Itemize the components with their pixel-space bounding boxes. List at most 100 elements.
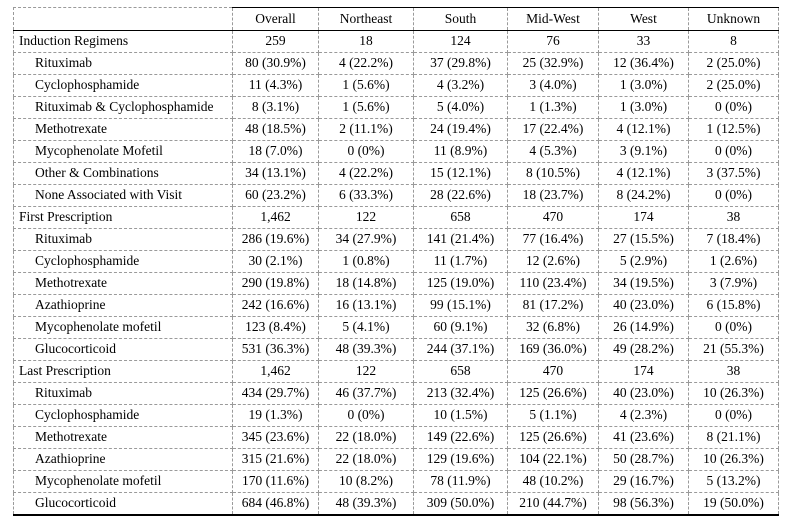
cell-overall: 123 (8.4%) <box>232 316 319 339</box>
cell-west: 33 <box>598 30 689 53</box>
cell-overall: 345 (23.6%) <box>232 426 319 449</box>
row-label: Induction Regimens <box>13 30 233 53</box>
section-row-first-prescription: First Prescription 1,462 122 658 470 174 38 <box>13 206 779 229</box>
cell-mid-west: 125 (26.6%) <box>507 426 599 449</box>
cell-mid-west: 5 (1.1%) <box>507 404 599 427</box>
row-label: Rituximab <box>13 228 233 251</box>
table-row-rituximab: Rituximab 286 (19.6%) 34 (27.9%) 141 (21.4%… <box>13 228 779 251</box>
cell-unknown: 38 <box>688 360 779 383</box>
cell-northeast: 5 (4.1%) <box>318 316 414 339</box>
cell-south: 658 <box>413 206 508 229</box>
cell-unknown: 7 (18.4%) <box>688 228 779 251</box>
cell-northeast: 34 (27.9%) <box>318 228 414 251</box>
cell-northeast: 122 <box>318 206 414 229</box>
cell-overall: 48 (18.5%) <box>232 118 319 141</box>
cell-west: 174 <box>598 360 689 383</box>
cell-northeast: 48 (39.3%) <box>318 492 414 516</box>
cell-northeast: 18 <box>318 30 414 53</box>
cell-northeast: 48 (39.3%) <box>318 338 414 361</box>
cell-west: 4 (12.1%) <box>598 118 689 141</box>
cell-overall: 11 (4.3%) <box>232 74 319 97</box>
row-label: Last Prescription <box>13 360 233 383</box>
cell-south: 24 (19.4%) <box>413 118 508 141</box>
cell-northeast: 0 (0%) <box>318 140 414 163</box>
cell-northeast: 46 (37.7%) <box>318 382 414 405</box>
table-row-glucocorticoid: Glucocorticoid 531 (36.3%) 48 (39.3%) 244 (… <box>13 338 779 361</box>
cell-west: 27 (15.5%) <box>598 228 689 251</box>
cell-unknown: 19 (50.0%) <box>688 492 779 516</box>
cell-overall: 242 (16.6%) <box>232 294 319 317</box>
cell-mid-west: 48 (10.2%) <box>507 470 599 493</box>
cell-west: 49 (28.2%) <box>598 338 689 361</box>
row-label: Azathioprine <box>13 294 233 317</box>
table-row-methotrexate: Methotrexate 290 (19.8%) 18 (14.8%) 125 (19… <box>13 272 779 295</box>
cell-mid-west: 210 (44.7%) <box>507 492 599 516</box>
cell-west: 41 (23.6%) <box>598 426 689 449</box>
cell-overall: 315 (21.6%) <box>232 448 319 471</box>
cell-unknown: 10 (26.3%) <box>688 382 779 405</box>
cell-south: 5 (4.0%) <box>413 96 508 119</box>
cell-west: 5 (2.9%) <box>598 250 689 273</box>
cell-west: 50 (28.7%) <box>598 448 689 471</box>
corner-cell <box>13 7 233 31</box>
cell-west: 12 (36.4%) <box>598 52 689 75</box>
cell-mid-west: 76 <box>507 30 599 53</box>
cell-northeast: 22 (18.0%) <box>318 426 414 449</box>
cell-west: 98 (56.3%) <box>598 492 689 516</box>
cell-south: 11 (1.7%) <box>413 250 508 273</box>
cell-overall: 1,462 <box>232 360 319 383</box>
cell-mid-west: 470 <box>507 206 599 229</box>
cell-overall: 1,462 <box>232 206 319 229</box>
table-row-azathioprine: Azathioprine 242 (16.6%) 16 (13.1%) 99 (15.… <box>13 294 779 317</box>
cell-overall: 259 <box>232 30 319 53</box>
cell-overall: 80 (30.9%) <box>232 52 319 75</box>
cell-northeast: 6 (33.3%) <box>318 184 414 207</box>
cell-south: 28 (22.6%) <box>413 184 508 207</box>
row-label: Mycophenolate mofetil <box>13 316 233 339</box>
row-label: Cyclophosphamide <box>13 404 233 427</box>
cell-mid-west: 470 <box>507 360 599 383</box>
table-row-none-associated-with-visit: None Associated with Visit 60 (23.2%) 6 (3… <box>13 184 779 207</box>
cell-south: 141 (21.4%) <box>413 228 508 251</box>
row-label: Methotrexate <box>13 118 233 141</box>
column-header-mid-west: Mid-West <box>507 7 599 31</box>
cell-south: 149 (22.6%) <box>413 426 508 449</box>
row-label: Methotrexate <box>13 426 233 449</box>
table-row-mycophenolate-mofetil: Mycophenolate Mofetil 18 (7.0%) 0 (0%) 11 (… <box>13 140 779 163</box>
cell-overall: 286 (19.6%) <box>232 228 319 251</box>
cell-south: 244 (37.1%) <box>413 338 508 361</box>
row-label: Azathioprine <box>13 448 233 471</box>
cell-unknown: 0 (0%) <box>688 140 779 163</box>
cell-overall: 8 (3.1%) <box>232 96 319 119</box>
cell-unknown: 0 (0%) <box>688 404 779 427</box>
cell-northeast: 1 (5.6%) <box>318 74 414 97</box>
cell-south: 124 <box>413 30 508 53</box>
table-header: Overall Northeast South Mid-West West Unknown <box>13 7 779 31</box>
table-row-methotrexate: Methotrexate 48 (18.5%) 2 (11.1%) 24 (19.4%… <box>13 118 779 141</box>
cell-west: 4 (12.1%) <box>598 162 689 185</box>
cell-unknown: 0 (0%) <box>688 96 779 119</box>
cell-south: 11 (8.9%) <box>413 140 508 163</box>
column-header-unknown: Unknown <box>688 7 779 31</box>
cell-mid-west: 12 (2.6%) <box>507 250 599 273</box>
column-header-west: West <box>598 7 689 31</box>
cell-west: 8 (24.2%) <box>598 184 689 207</box>
table-body: Induction Regimens 259 18 124 76 33 8 Rituximab… <box>13 30 779 516</box>
column-header-south: South <box>413 7 508 31</box>
row-label: Mycophenolate Mofetil <box>13 140 233 163</box>
table-row-glucocorticoid: Glucocorticoid 684 (46.8%) 48 (39.3%) 309 (… <box>13 492 779 516</box>
section-row-last-prescription: Last Prescription 1,462 122 658 470 174 38 <box>13 360 779 383</box>
cell-northeast: 2 (11.1%) <box>318 118 414 141</box>
header-row: Overall Northeast South Mid-West West Unknown <box>13 7 779 31</box>
cell-mid-west: 125 (26.6%) <box>507 382 599 405</box>
cell-west: 4 (2.3%) <box>598 404 689 427</box>
cell-mid-west: 77 (16.4%) <box>507 228 599 251</box>
cell-unknown: 1 (2.6%) <box>688 250 779 273</box>
cell-mid-west: 18 (23.7%) <box>507 184 599 207</box>
cell-northeast: 10 (8.2%) <box>318 470 414 493</box>
column-header-overall: Overall <box>232 7 319 31</box>
cell-unknown: 3 (37.5%) <box>688 162 779 185</box>
table-row-rituximab: Rituximab 434 (29.7%) 46 (37.7%) 213 (32.4%… <box>13 382 779 405</box>
cell-overall: 170 (11.6%) <box>232 470 319 493</box>
cell-northeast: 18 (14.8%) <box>318 272 414 295</box>
